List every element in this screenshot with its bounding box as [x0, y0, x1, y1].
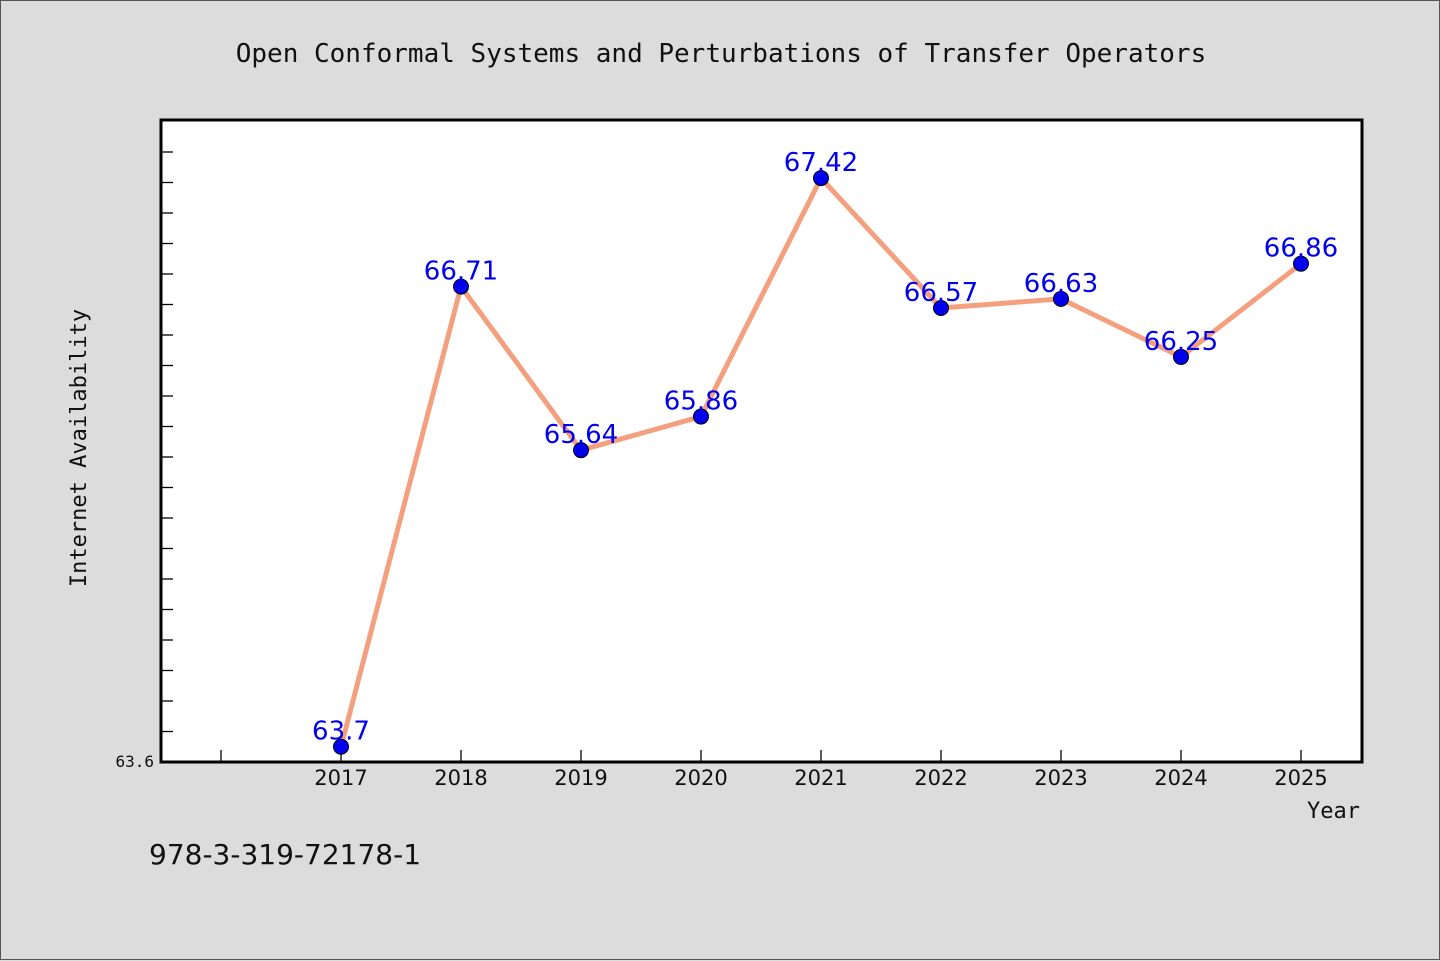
- x-tick-label: 2020: [674, 766, 727, 790]
- x-axis-ticks: 2017 2018 2019 2020 2021 2022 2023 2024 2025: [220, 750, 1328, 790]
- x-tick-label: 2024: [1154, 766, 1207, 790]
- data-point: [1173, 348, 1189, 365]
- x-tick-label: 2023: [1034, 766, 1087, 790]
- x-tick-label: 2022: [914, 766, 967, 790]
- x-tick-label: 2019: [554, 766, 607, 790]
- x-tick-label: 2021: [794, 766, 847, 790]
- data-point: [333, 738, 349, 755]
- plot-area: [159, 118, 1364, 764]
- data-points: [333, 170, 1309, 755]
- chart-title: Open Conformal Systems and Perturbations…: [236, 39, 1207, 69]
- data-label: 66.63: [1024, 269, 1098, 299]
- data-point: [573, 442, 589, 459]
- data-point: [453, 278, 469, 295]
- data-label: 66.25: [1144, 327, 1218, 357]
- x-tick-label: 2017: [314, 766, 367, 790]
- y-axis-min-label: 63.6: [115, 752, 154, 771]
- data-point: [933, 300, 949, 317]
- data-label: 66.71: [424, 257, 498, 287]
- data-point: [693, 408, 709, 425]
- isbn-text: 978-3-319-72178-1: [149, 838, 421, 871]
- y-axis-ticks: [161, 151, 173, 763]
- data-label: 65.64: [544, 420, 618, 450]
- data-point: [813, 170, 829, 187]
- x-tick-label: 2025: [1274, 766, 1327, 790]
- data-labels: 63.7 66.71 65.64 65.86 67.42 66.57 66.63 66.25 6…: [312, 148, 1338, 747]
- data-label: 66.86: [1264, 234, 1338, 264]
- data-label: 65.86: [664, 387, 738, 417]
- y-axis-label: Internet Availability: [67, 309, 92, 587]
- x-tick-label: 2018: [434, 766, 487, 790]
- data-point: [1053, 290, 1069, 307]
- data-label: 66.57: [904, 278, 978, 308]
- x-axis-label: Year: [1307, 799, 1360, 824]
- data-label: 67.42: [784, 148, 858, 178]
- data-point: [1293, 255, 1309, 272]
- data-label: 63.7: [312, 717, 370, 747]
